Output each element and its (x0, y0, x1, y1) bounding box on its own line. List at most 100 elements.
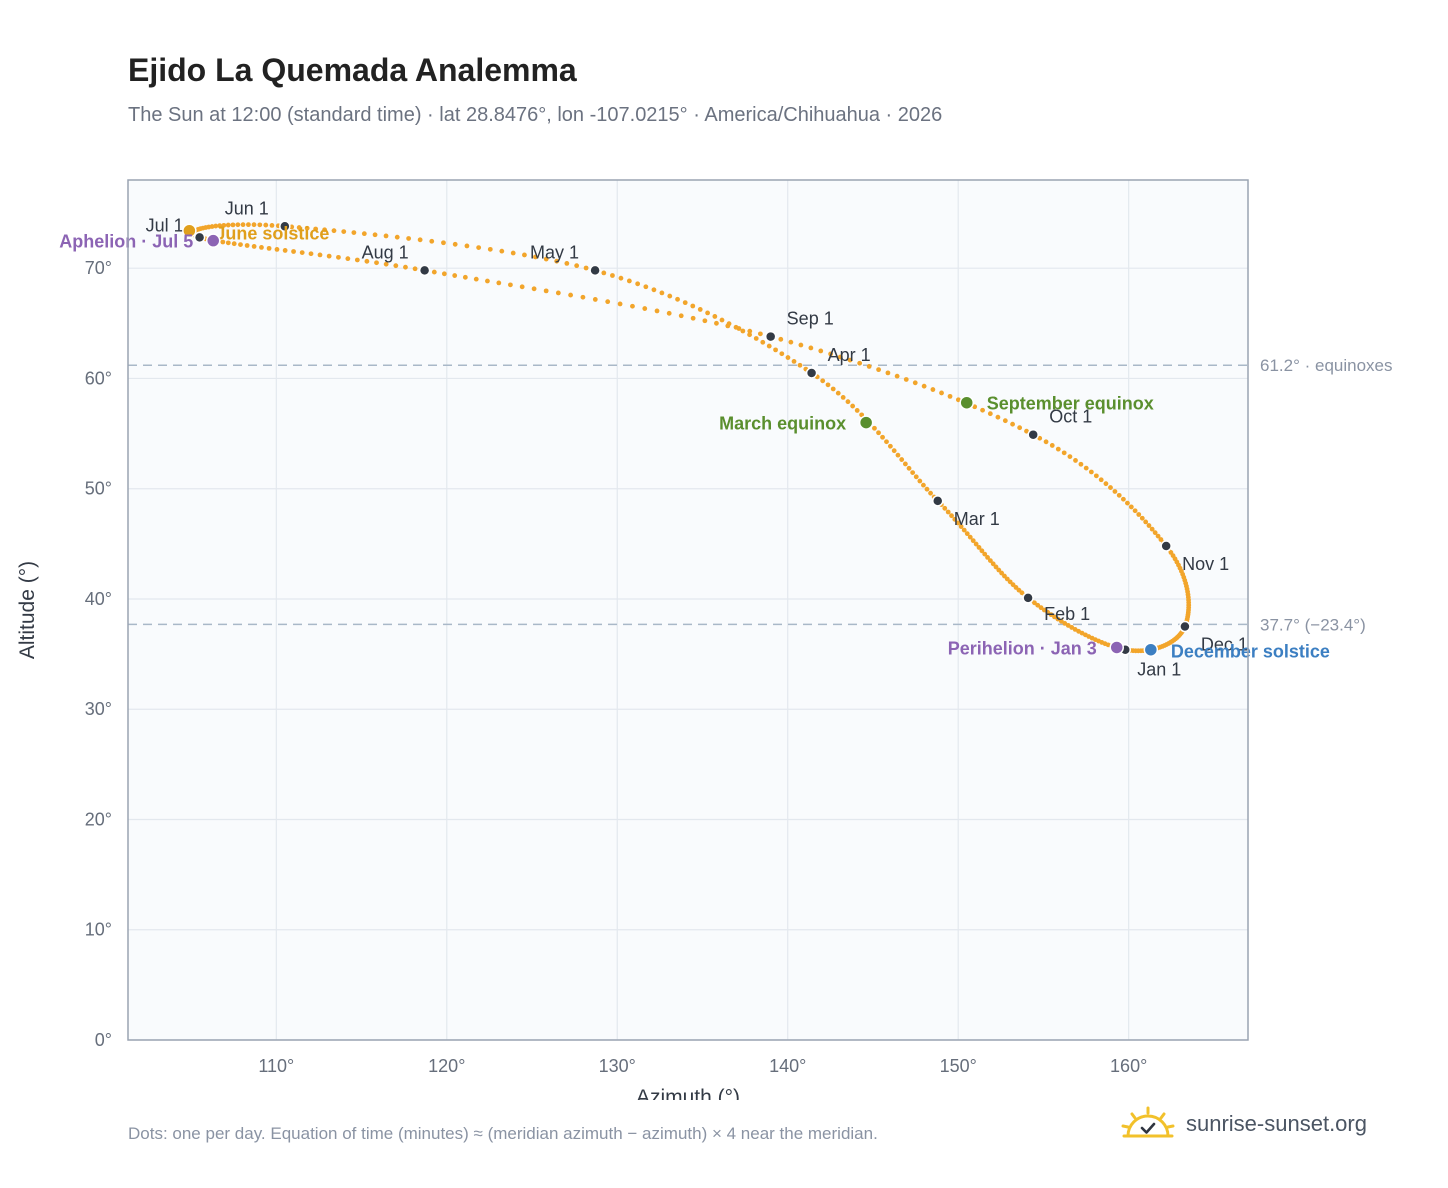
daily-sun-dot (773, 347, 778, 353)
daily-sun-dot (1078, 461, 1084, 467)
daily-sun-dot (1112, 489, 1118, 494)
daily-sun-dot (351, 230, 357, 235)
daily-sun-dot (393, 263, 399, 269)
daily-sun-dot (217, 223, 223, 229)
daily-sun-dot (964, 531, 970, 537)
y-axis-ticks: 0° 10° 20° 30° 40° 50° 60° 70° (85, 258, 112, 1050)
daily-sun-dot (760, 339, 766, 345)
x-axis-ticks: 110° 120° 130° 140° 150° 160° (258, 1056, 1147, 1076)
daily-sun-dot (221, 222, 227, 228)
daily-sun-dot (220, 239, 226, 245)
daily-sun-dot (263, 222, 269, 228)
daily-sun-dot (429, 238, 435, 244)
daily-sun-dot (1108, 485, 1113, 490)
daily-sun-dot (1098, 477, 1104, 483)
daily-sun-dot (417, 237, 423, 243)
daily-sun-dot (725, 323, 731, 329)
daily-sun-dot (592, 297, 598, 302)
daily-sun-dot (930, 387, 936, 392)
daily-sun-dot (1139, 515, 1145, 521)
daily-sun-dot (667, 293, 673, 299)
x-tick-label: 140° (769, 1056, 806, 1076)
x-tick-label: 120° (428, 1056, 465, 1076)
event-marker (1109, 640, 1124, 655)
daily-sun-dot (854, 408, 860, 413)
event-marker (1143, 642, 1159, 657)
daily-sun-dot (651, 287, 657, 293)
y-tick-label: 70° (85, 258, 112, 278)
plot-area (128, 180, 1248, 1040)
daily-sun-dot (554, 258, 560, 264)
daily-sun-dot (747, 328, 753, 334)
month-label: Jun 1 (225, 198, 269, 218)
daily-sun-dot (947, 393, 953, 399)
daily-sun-dot (522, 252, 527, 258)
daily-sun-dot (1017, 425, 1023, 431)
x-tick-label: 110° (258, 1056, 294, 1076)
daily-sun-dot (682, 300, 688, 306)
daily-sun-dot (921, 383, 927, 389)
daily-sun-dot (452, 241, 458, 247)
month-label: Dec 1 (1201, 635, 1248, 655)
daily-sun-dot (990, 561, 996, 567)
daily-sun-dot (788, 339, 794, 345)
daily-sun-dot (296, 225, 302, 230)
daily-sun-dot (1149, 526, 1155, 532)
daily-sun-dot (928, 490, 933, 496)
daily-sun-dot (987, 411, 993, 417)
daily-sun-dot (583, 265, 589, 271)
daily-sun-dot (712, 314, 718, 319)
y-axis-title: Altitude (°) (16, 561, 39, 659)
daily-sun-dot (635, 281, 641, 287)
daily-sun-dot (1136, 512, 1142, 517)
daily-sun-dot (452, 273, 458, 278)
daily-sun-dot (885, 370, 891, 376)
daily-sun-dot (341, 229, 347, 234)
daily-sun-dot (973, 541, 979, 547)
daily-sun-dot (499, 248, 505, 254)
reference-line-label: 37.7° (−23.4°) (1260, 615, 1366, 634)
daily-sun-dot (304, 225, 310, 231)
daily-sun-dot (476, 245, 482, 250)
daily-sun-dot (406, 236, 412, 241)
daily-sun-dot (441, 271, 447, 277)
daily-sun-dot (995, 414, 1001, 420)
daily-sun-dot (740, 328, 746, 334)
daily-sun-dot (282, 248, 288, 253)
daily-sun-dot (568, 292, 574, 298)
daily-sun-dot (876, 430, 881, 436)
event-label: September equinox (987, 394, 1154, 414)
daily-sun-dot (299, 250, 305, 256)
daily-sun-dot (857, 360, 863, 366)
daily-sun-dot (828, 351, 834, 357)
daily-sun-dot (274, 246, 280, 252)
month-label: Aug 1 (362, 242, 409, 262)
event-marker (205, 233, 221, 248)
month-label: Mar 1 (954, 509, 1000, 529)
month-marker (589, 264, 601, 277)
event-marker (182, 223, 197, 238)
daily-sun-dot (531, 286, 537, 292)
daily-sun-dot (259, 244, 264, 250)
x-axis-title: Azimuth (°) (636, 1086, 740, 1100)
month-marker (418, 264, 431, 277)
brand[interactable]: sunrise-sunset.org (1120, 1102, 1367, 1146)
daily-sun-dot (1043, 439, 1049, 445)
daily-sun-dot (837, 354, 843, 360)
x-tick-label: 130° (599, 1056, 636, 1076)
daily-sun-dot (996, 567, 1002, 573)
daily-sun-dot (383, 261, 389, 267)
daily-sun-dot (955, 520, 961, 526)
daily-sun-dot (654, 308, 660, 314)
daily-sun-dot (979, 548, 985, 554)
daily-sun-dot (876, 367, 881, 373)
daily-sun-dot (257, 222, 263, 228)
daily-sun-dot (939, 390, 944, 396)
daily-sun-dot (872, 425, 877, 431)
month-marker (1160, 540, 1172, 552)
daily-sun-dot (678, 313, 684, 319)
daily-sun-dot (412, 266, 418, 272)
month-marker (1179, 620, 1191, 633)
daily-sun-dot (1055, 446, 1061, 452)
daily-sun-dot (626, 278, 632, 284)
